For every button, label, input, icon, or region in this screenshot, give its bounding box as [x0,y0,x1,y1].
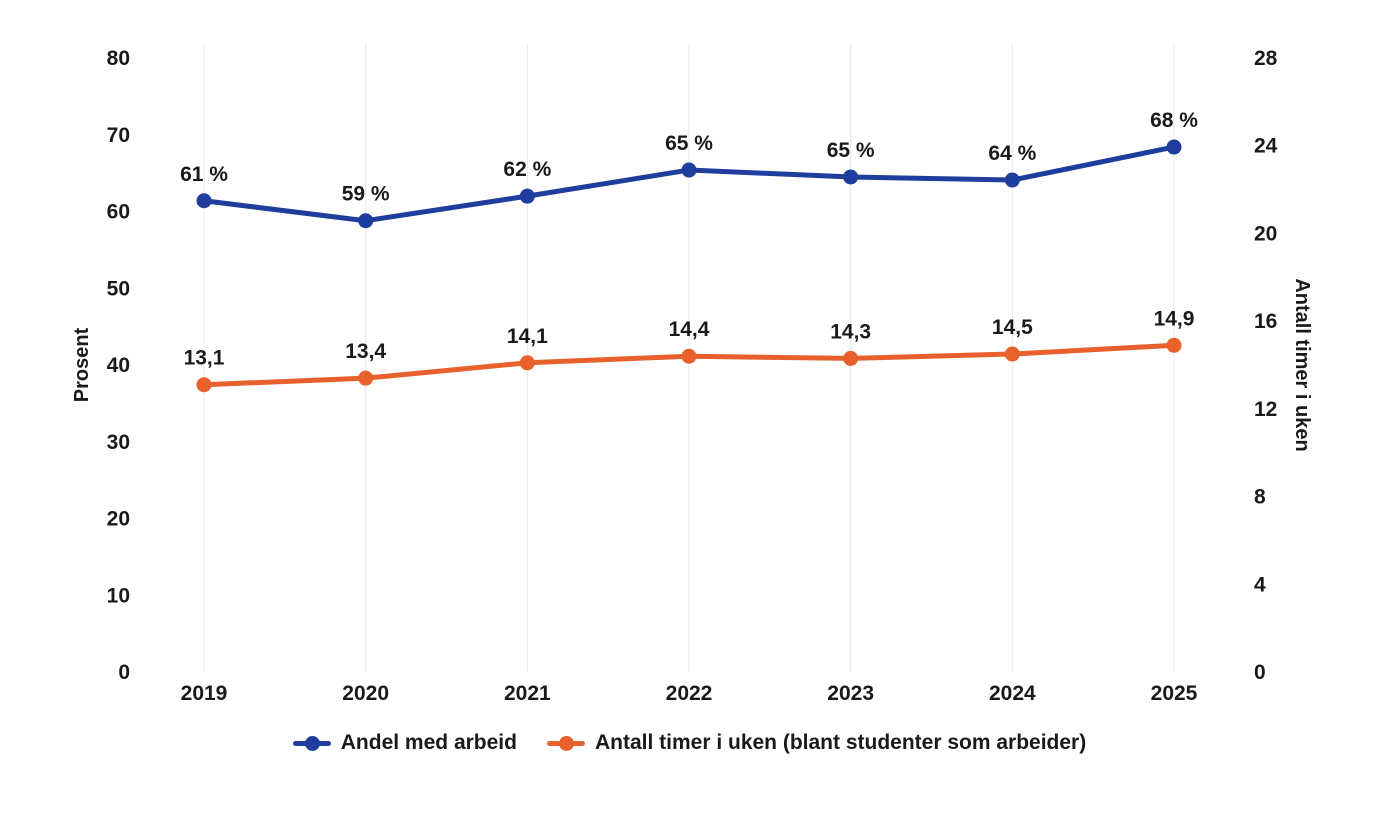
data-point [358,370,374,386]
svg-text:24: 24 [1254,135,1278,158]
svg-text:60: 60 [107,201,130,224]
data-label: 14,3 [830,320,871,343]
data-point [519,188,535,204]
data-label: 64 % [988,142,1036,165]
svg-text:2022: 2022 [666,682,713,705]
data-label: 61 % [180,163,228,186]
data-label: 13,4 [345,340,386,363]
legend-item-antall-timer[interactable]: Antall timer i uken (blant studenter som… [546,731,1087,755]
data-label: 65 % [827,139,875,162]
data-label: 14,9 [1154,307,1195,330]
data-label: 68 % [1150,109,1198,132]
data-point [1166,139,1182,155]
svg-text:10: 10 [107,584,130,607]
svg-text:30: 30 [107,431,130,454]
svg-text:70: 70 [107,124,130,147]
svg-text:2025: 2025 [1151,682,1198,705]
svg-text:12: 12 [1254,398,1277,421]
data-label: 65 % [665,132,713,155]
data-point [196,193,212,209]
right-axis-title: Antall timer i uken [1291,278,1313,451]
legend-label: Antall timer i uken (blant studenter som… [594,731,1087,754]
data-point [1166,337,1182,353]
svg-text:2023: 2023 [827,682,874,705]
svg-text:80: 80 [107,47,130,70]
right-axis-ticks: 0 4 8 12 16 20 24 28 [1254,47,1278,684]
legend-dot [558,736,574,751]
svg-text:8: 8 [1254,486,1266,509]
data-point [843,169,859,185]
series-antall-timer: 13,1 13,4 14,1 14,4 14,3 14,5 14,9 [184,307,1195,393]
svg-text:16: 16 [1254,310,1277,333]
data-point [196,377,212,393]
svg-text:50: 50 [107,277,130,300]
svg-text:20: 20 [107,508,130,531]
left-axis-ticks: 0 10 20 30 40 50 60 70 80 [107,47,130,684]
svg-text:0: 0 [118,661,130,684]
series-andel-med-arbeid: 61 % 59 % 62 % 65 % 65 % 64 % 68 % [180,109,1198,229]
legend-line-dot-icon [292,735,331,751]
data-point [681,348,697,364]
data-label: 14,4 [669,318,710,341]
legend-dot [304,736,320,751]
left-axis-title: Prosent [71,327,93,402]
data-point [1004,346,1020,362]
data-label: 14,1 [507,325,548,348]
svg-text:2019: 2019 [181,682,228,705]
svg-text:20: 20 [1254,222,1277,245]
legend-line-dot-icon [546,735,585,751]
data-point [358,213,374,229]
chart-legend: Andel med arbeid Antall timer i uken (bl… [0,731,1379,755]
data-point [519,355,535,371]
legend-label: Andel med arbeid [340,731,517,754]
data-point [843,350,859,366]
svg-text:0: 0 [1254,661,1266,684]
svg-text:28: 28 [1254,47,1278,70]
x-axis-ticks: 2019 2020 2021 2022 2023 2024 2025 [181,682,1198,705]
data-label: 13,1 [184,347,225,370]
svg-text:2024: 2024 [989,682,1036,705]
data-point [681,162,697,178]
data-label: 59 % [342,183,390,206]
svg-text:40: 40 [107,354,130,377]
svg-text:4: 4 [1254,573,1266,596]
data-label: 14,5 [992,316,1033,339]
legend-item-andel-med-arbeid[interactable]: Andel med arbeid [292,731,517,755]
data-point [1004,172,1020,188]
svg-text:2021: 2021 [504,682,551,705]
svg-text:2020: 2020 [342,682,389,705]
data-label: 62 % [503,158,551,181]
